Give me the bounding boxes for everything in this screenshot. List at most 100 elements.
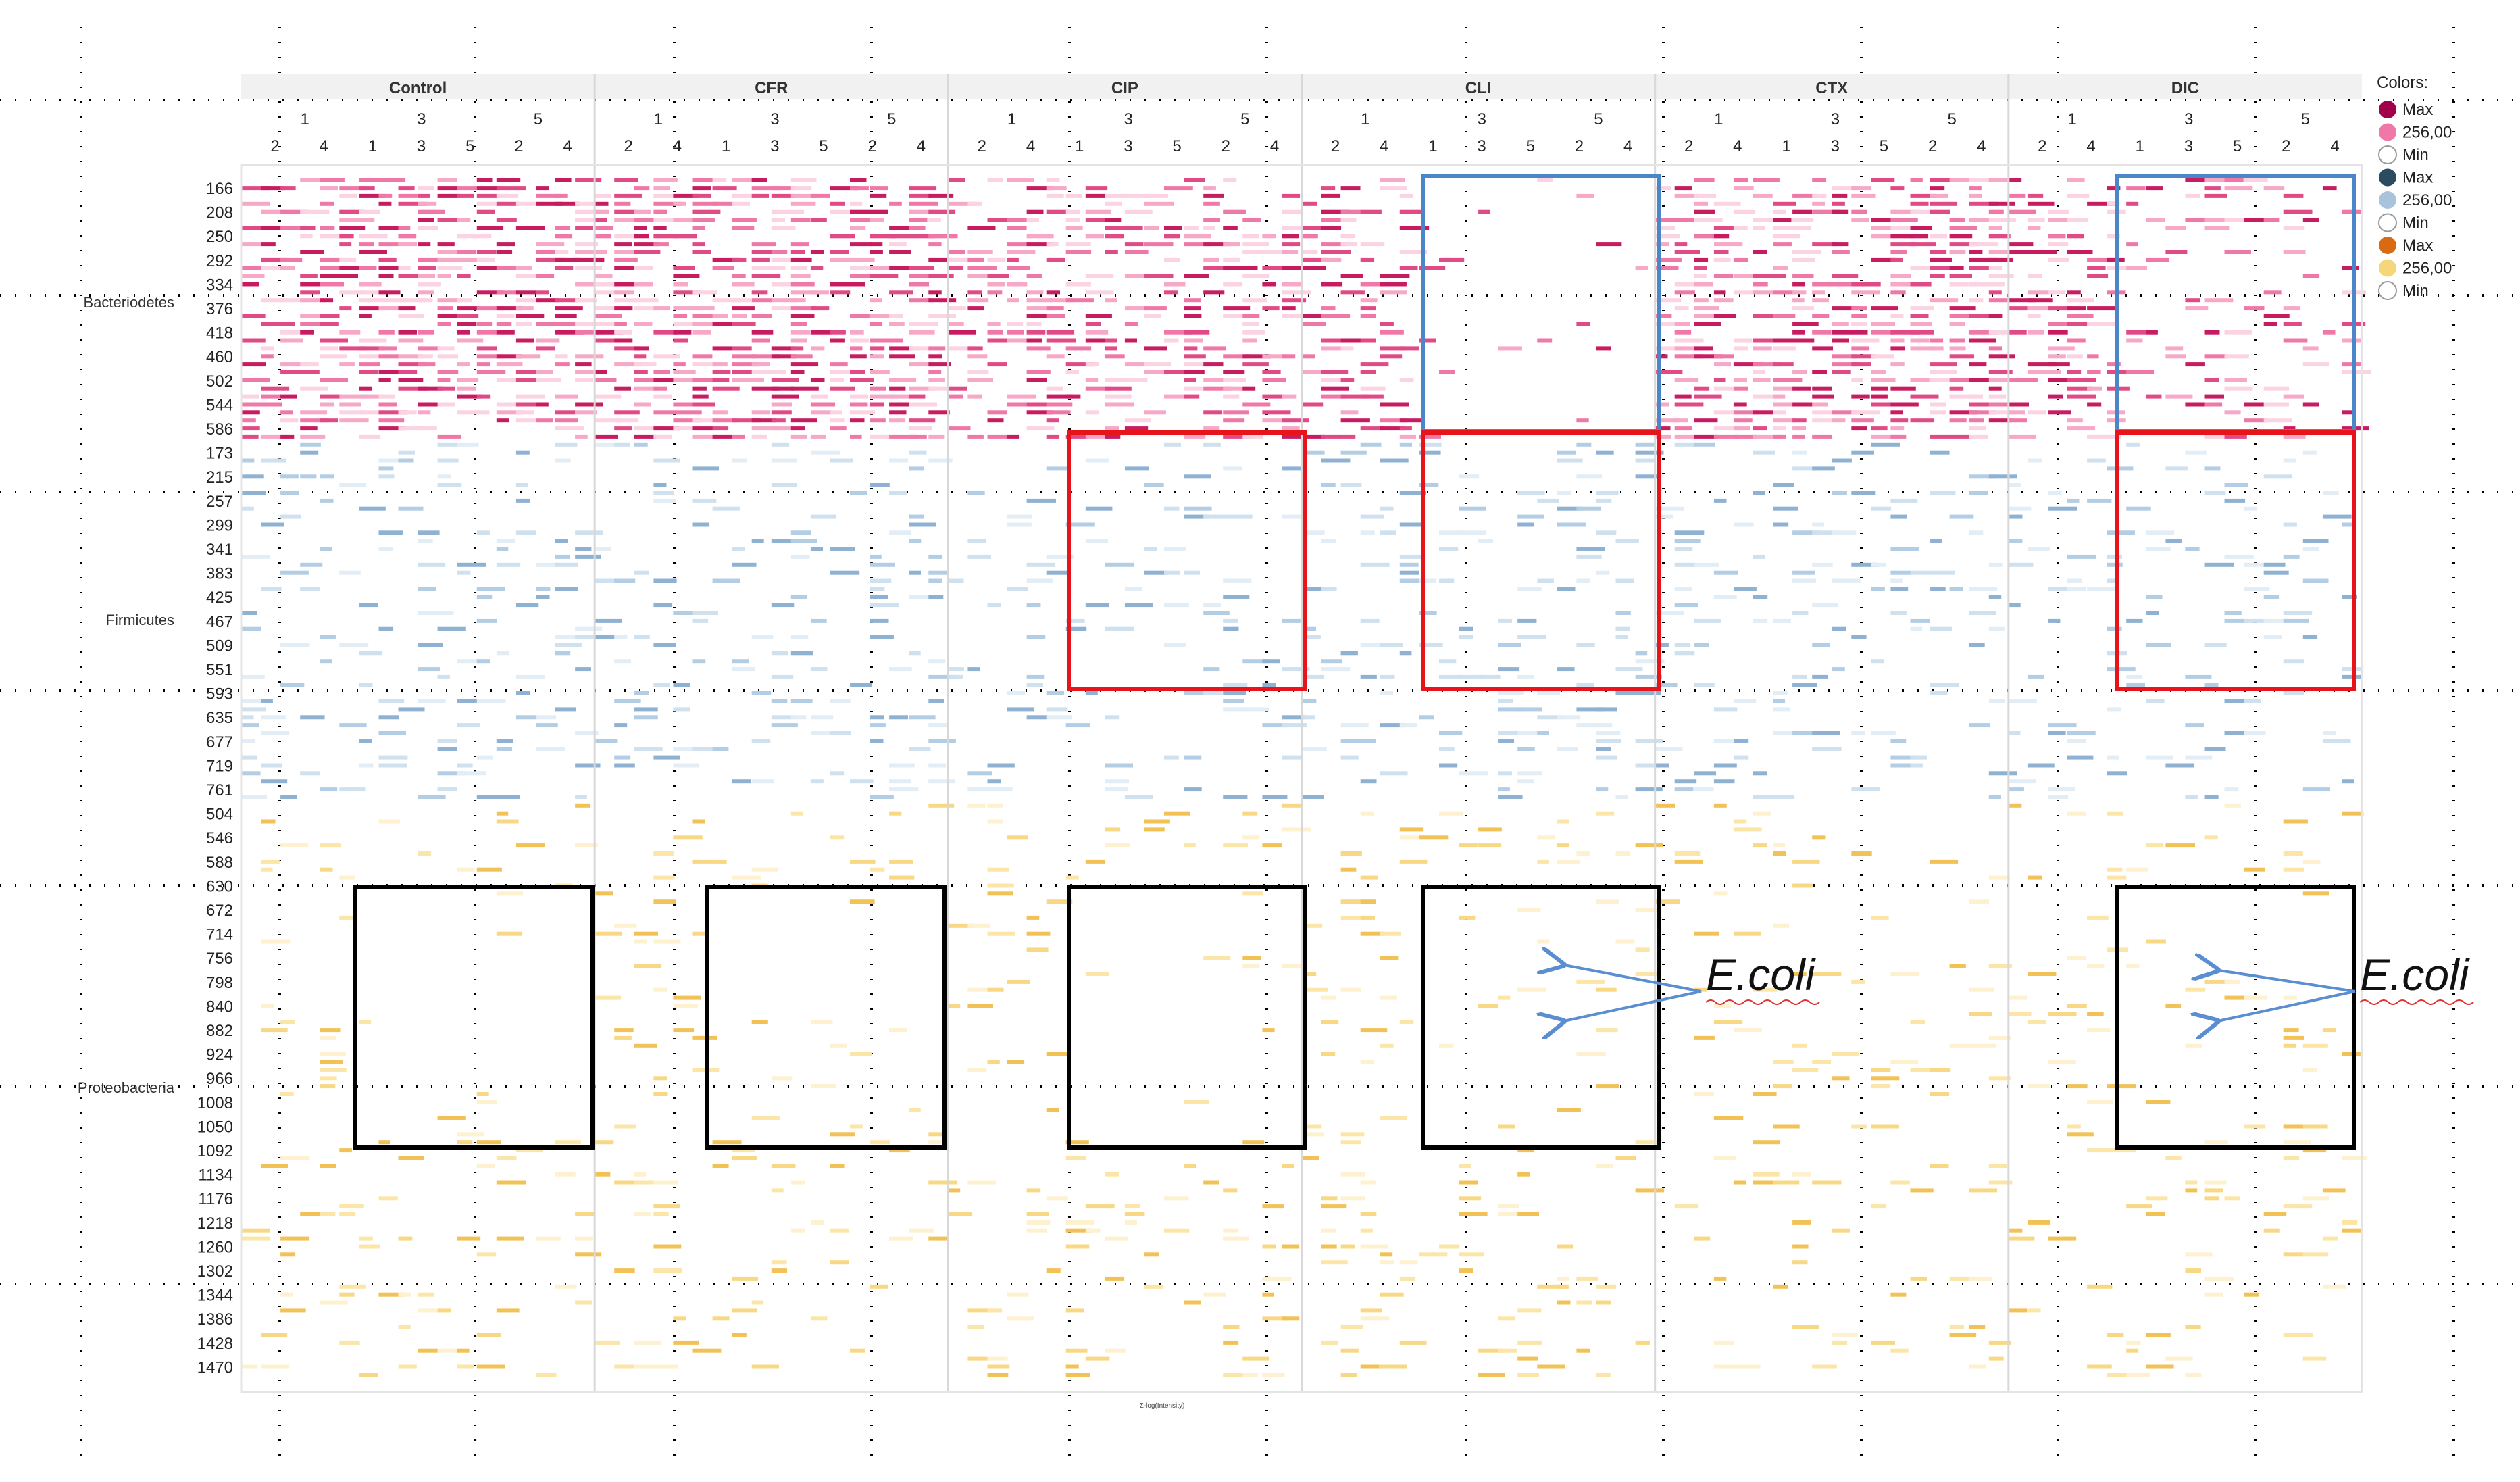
heatmap-cell: [1046, 691, 1064, 695]
heatmap-cell: [870, 298, 882, 303]
heatmap-cell: [1399, 418, 1425, 423]
heatmap-cell: [1164, 290, 1178, 295]
heatmap-cell: [1713, 378, 1726, 382]
heatmap-cell: [1655, 434, 1671, 439]
heatmap-cell: [1360, 1244, 1389, 1249]
heatmap-cell: [1184, 843, 1196, 848]
heatmap-cell: [1733, 426, 1750, 431]
heatmap-cell: [575, 1236, 593, 1241]
heatmap-cell: [1007, 1292, 1029, 1297]
heatmap-cell: [653, 178, 678, 182]
heatmap-cell: [1459, 474, 1480, 479]
heatmap-cell: [987, 883, 1014, 888]
heatmap-cell: [909, 651, 921, 656]
heatmap-cell: [1655, 346, 1684, 351]
heatmap-cell: [1694, 643, 1709, 647]
bottom-tick-label: 3: [1477, 137, 1486, 155]
heatmap-cell: [1910, 418, 1934, 423]
heatmap-cell: [1832, 667, 1845, 672]
heatmap-cell: [1105, 218, 1122, 222]
heatmap-cell: [1851, 418, 1874, 423]
heatmap-cell: [2146, 1364, 2174, 1369]
heatmap-cell: [1340, 1140, 1361, 1145]
heatmap-cell: [771, 1164, 796, 1168]
heatmap-cell: [1301, 923, 1323, 928]
heatmap-cell: [830, 257, 856, 262]
heatmap-cell: [1733, 418, 1753, 423]
heatmap-cell: [1910, 330, 1934, 335]
heatmap-cell: [2067, 1004, 2087, 1008]
heatmap-cell: [1910, 626, 1923, 631]
heatmap-cell: [1321, 378, 1344, 382]
heatmap-cell: [1360, 370, 1376, 374]
heatmap-cell: [1498, 1204, 1519, 1209]
heatmap-cell: [692, 618, 709, 623]
heatmap-cell: [1930, 362, 1957, 367]
heatmap-cell: [2342, 522, 2354, 527]
heatmap-cell: [1065, 370, 1079, 374]
heatmap-cell: [1733, 362, 1762, 367]
heatmap-cell: [1026, 603, 1041, 608]
heatmap-cell: [2008, 699, 2037, 703]
heatmap-cell: [2302, 859, 2321, 864]
heatmap-cell: [536, 595, 550, 599]
heatmap-cell: [1184, 338, 1203, 343]
heatmap-cell: [595, 193, 611, 198]
heatmap-cell: [555, 330, 584, 335]
heatmap-cell: [732, 193, 760, 198]
heatmap-cell: [378, 1292, 405, 1297]
heatmap-cell: [418, 282, 441, 287]
heatmap-cell: [967, 1004, 993, 1008]
heatmap-cell: [1576, 1052, 1606, 1056]
heatmap-cell: [437, 626, 466, 631]
heatmap-cell: [1890, 1060, 1919, 1064]
heatmap-cell: [1890, 763, 1914, 768]
heatmap-cell: [359, 1244, 380, 1249]
heatmap-cell: [771, 699, 788, 703]
heatmap-cell: [1517, 1172, 1530, 1177]
heatmap-cell: [1459, 1196, 1482, 1201]
dotted-guide-lines: [0, 27, 2520, 1460]
heatmap-cell: [850, 314, 870, 318]
heatmap-cell: [830, 731, 851, 735]
heatmap-cell: [1773, 843, 1786, 848]
heatmap-cell: [653, 306, 670, 311]
heatmap-cell: [595, 1140, 614, 1145]
heatmap-cell: [2283, 1028, 2299, 1033]
heatmap-cell: [1144, 274, 1174, 278]
heatmap-cell: [732, 201, 750, 206]
heatmap-cell: [1792, 338, 1815, 343]
heatmap-cell: [2244, 1292, 2259, 1297]
heatmap-cell: [889, 458, 909, 463]
heatmap-cell: [2008, 402, 2029, 407]
heatmap-cell: [967, 201, 982, 206]
heatmap-cell: [790, 193, 815, 198]
heatmap-cell: [457, 274, 471, 278]
heatmap-cell: [850, 434, 862, 439]
heatmap-cell: [790, 811, 803, 816]
heatmap-cell: [1615, 626, 1630, 631]
heatmap-cell: [1085, 434, 1115, 439]
heatmap-cell: [1105, 298, 1117, 303]
heatmap-cell: [1851, 306, 1867, 311]
heatmap-cell: [1301, 626, 1316, 631]
heatmap-cell: [1498, 1316, 1515, 1321]
heatmap-cell: [1026, 322, 1042, 326]
heatmap-cell: [595, 314, 622, 318]
heatmap-cell: [378, 426, 405, 431]
heatmap-cell: [1910, 1068, 1932, 1072]
heatmap-cell: [515, 266, 532, 270]
heatmap-cell: [1851, 338, 1880, 343]
heatmap-cell: [1792, 530, 1821, 535]
bottom-tick-label: 4: [917, 137, 926, 155]
y-tick-label: 635: [206, 709, 233, 727]
heatmap-cell: [2204, 218, 2225, 222]
heatmap-cell: [1910, 618, 1930, 623]
heatmap-cell: [771, 651, 788, 656]
heatmap-cell: [359, 434, 381, 439]
heatmap-cell: [810, 218, 827, 222]
heatmap-cell: [790, 346, 804, 351]
heatmap-cell: [2342, 1228, 2361, 1233]
heatmap-cell: [1380, 282, 1407, 287]
heatmap-cell: [1301, 635, 1321, 639]
